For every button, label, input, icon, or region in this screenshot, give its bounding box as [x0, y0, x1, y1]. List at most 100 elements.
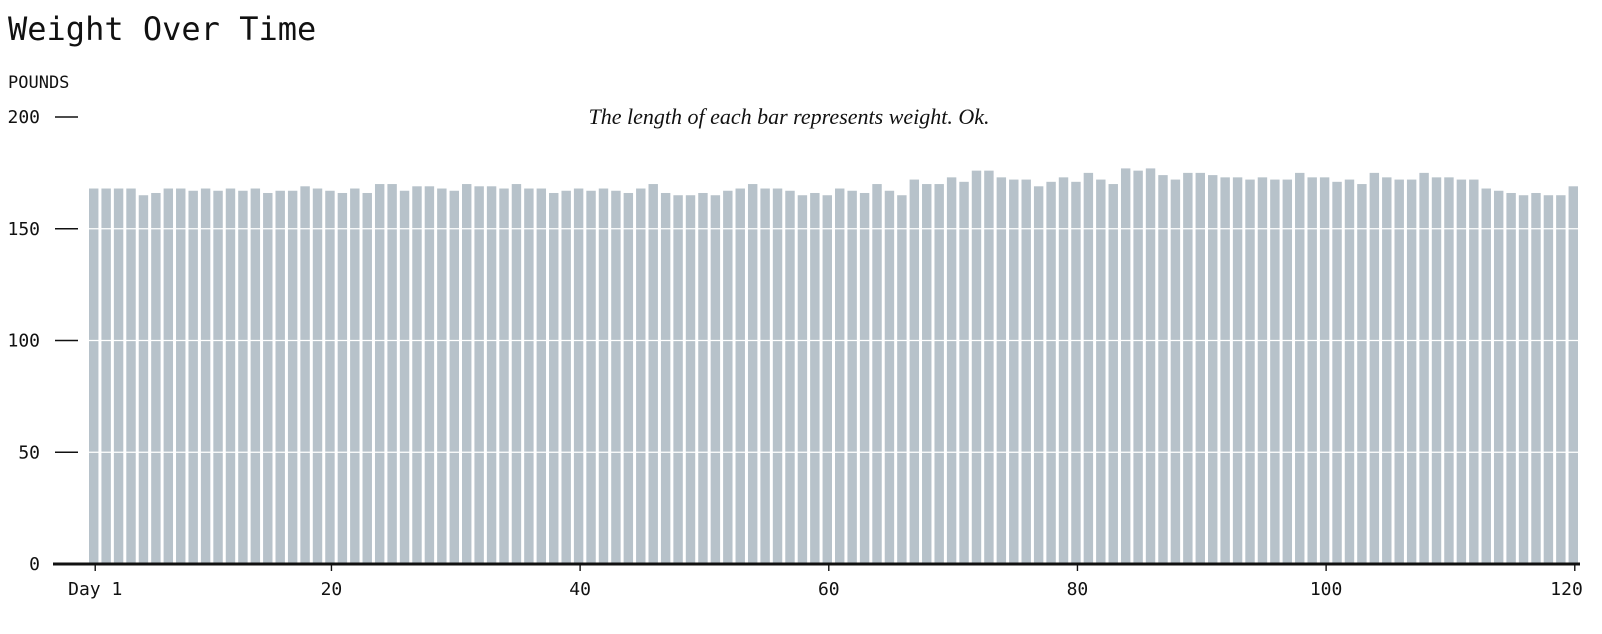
- bar-day-86: [1145, 168, 1156, 564]
- bar-day-66: [897, 195, 907, 565]
- bar-day-119: [1556, 195, 1566, 565]
- bar-day-6: [151, 192, 161, 565]
- y-tick-label-200: 200: [7, 107, 40, 128]
- bar-day-74: [996, 177, 1007, 564]
- bar-day-76: [1021, 179, 1031, 564]
- bar-day-21: [337, 192, 348, 565]
- bar-day-18: [300, 186, 310, 565]
- bar-day-25: [387, 184, 397, 565]
- bar-day-22: [350, 188, 360, 564]
- bar-day-99: [1307, 177, 1317, 564]
- bar-day-4: [126, 188, 136, 564]
- y-tick-label-100: 100: [7, 331, 40, 352]
- bar-day-8: [176, 188, 186, 564]
- bar-day-42: [598, 188, 609, 564]
- bar-day-63: [859, 192, 870, 565]
- bar-day-91: [1208, 175, 1218, 565]
- bar-day-5: [138, 195, 149, 565]
- y-axis-unit-label: POUNDS: [8, 73, 69, 93]
- chart-title: Weight Over Time: [8, 10, 316, 48]
- bar-day-68: [922, 184, 932, 565]
- bar-day-27: [412, 186, 422, 565]
- bar-day-10: [200, 188, 211, 564]
- bar-day-106: [1394, 179, 1404, 564]
- bar-day-51: [710, 195, 721, 565]
- bar-day-26: [399, 190, 410, 564]
- bar-day-50: [698, 192, 708, 565]
- bar-day-117: [1531, 192, 1541, 565]
- bar-day-55: [760, 188, 770, 564]
- x-tick-label-80: 80: [1067, 579, 1089, 600]
- bar-day-84: [1120, 168, 1131, 564]
- bar-day-57: [785, 190, 795, 564]
- bar-day-109: [1431, 177, 1442, 564]
- bar-day-61: [835, 188, 845, 564]
- bars-group: [89, 168, 1578, 565]
- bar-day-33: [486, 186, 497, 565]
- bar-day-103: [1357, 184, 1367, 565]
- bar-day-16: [275, 190, 285, 564]
- bar-day-49: [685, 195, 696, 565]
- bar-day-1: [89, 188, 99, 564]
- bar-day-45: [636, 188, 646, 564]
- bar-day-54: [747, 184, 758, 565]
- bar-day-101: [1332, 181, 1342, 564]
- bar-day-77: [1033, 186, 1044, 565]
- x-tick-label-100: 100: [1310, 579, 1343, 600]
- bar-day-118: [1543, 195, 1554, 565]
- gridlines-group: [89, 116, 1581, 453]
- bar-day-60: [822, 195, 832, 565]
- bar-day-112: [1469, 179, 1479, 564]
- bar-day-31: [462, 184, 472, 565]
- bar-day-56: [772, 188, 783, 564]
- bar-day-80: [1071, 181, 1081, 564]
- bar-day-71: [959, 181, 969, 564]
- bar-day-37: [536, 188, 547, 564]
- bar-day-3: [113, 188, 124, 564]
- bar-day-39: [561, 190, 571, 564]
- bar-day-36: [524, 188, 534, 564]
- bar-day-44: [623, 192, 634, 565]
- bar-day-30: [449, 190, 459, 564]
- bar-day-115: [1506, 192, 1516, 565]
- bar-day-105: [1382, 177, 1392, 564]
- bar-day-67: [909, 179, 920, 564]
- x-axis: Day 1 20 40 60 80 100 120: [68, 564, 1583, 600]
- y-tick-label-50: 50: [18, 442, 40, 463]
- bar-day-23: [362, 192, 372, 565]
- bar-day-7: [163, 188, 174, 564]
- bar-day-83: [1108, 184, 1118, 565]
- bar-day-12: [225, 188, 236, 564]
- bar-day-114: [1493, 190, 1504, 564]
- bar-day-32: [474, 186, 484, 565]
- bar-day-2: [101, 188, 111, 564]
- bar-day-64: [872, 184, 882, 565]
- bar-day-96: [1270, 179, 1280, 564]
- bar-day-17: [287, 190, 298, 564]
- bar-day-52: [723, 190, 733, 564]
- bar-day-108: [1419, 172, 1429, 565]
- bar-day-41: [586, 190, 596, 564]
- y-tick-label-150: 150: [7, 219, 40, 240]
- bar-day-34: [499, 188, 509, 564]
- bar-day-15: [263, 192, 273, 565]
- bar-day-46: [648, 184, 658, 565]
- bar-day-89: [1183, 172, 1193, 565]
- bar-day-13: [238, 190, 248, 564]
- bar-day-9: [188, 190, 198, 564]
- bar-day-48: [673, 195, 683, 565]
- bar-day-40: [573, 188, 584, 564]
- x-tick-label-40: 40: [569, 579, 591, 600]
- bar-day-28: [424, 186, 435, 565]
- bar-day-93: [1232, 177, 1243, 564]
- y-tick-label-0: 0: [29, 554, 40, 575]
- x-tick-label-60: 60: [818, 579, 840, 600]
- bar-day-107: [1406, 179, 1417, 564]
- bar-day-47: [660, 192, 671, 565]
- bar-day-65: [884, 190, 895, 564]
- bar-day-53: [735, 188, 745, 564]
- bar-day-95: [1257, 177, 1268, 564]
- bar-day-19: [312, 188, 323, 564]
- bar-day-90: [1195, 172, 1205, 565]
